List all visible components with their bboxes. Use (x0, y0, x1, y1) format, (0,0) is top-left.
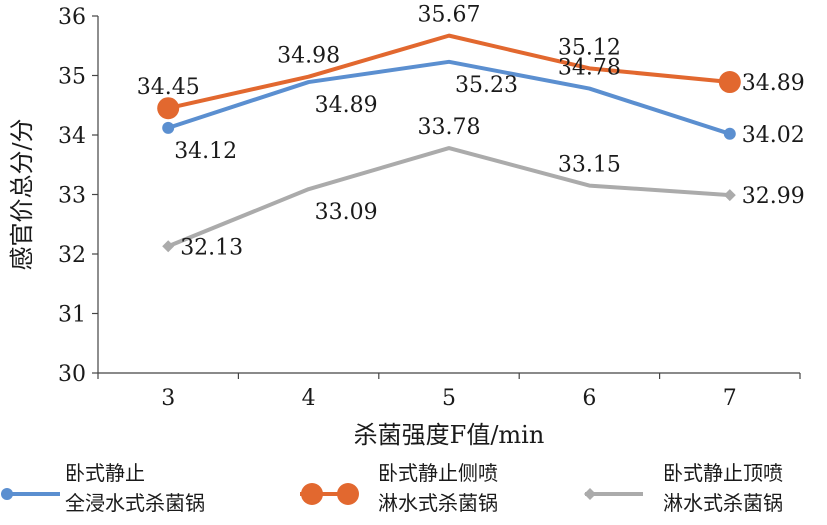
series-line-1 (167, 59, 731, 136)
y-tick-label: 36 (58, 5, 86, 30)
series-1-marker (162, 121, 175, 134)
data-label: 32.99 (742, 184, 805, 209)
series-markers (157, 71, 741, 253)
series-2-marker (718, 71, 741, 94)
data-label: 33.15 (558, 153, 621, 178)
legend-marker-2 (301, 483, 323, 505)
y-tick-label: 31 (58, 303, 86, 328)
data-labels: 34.12 34.89 35.23 34.78 34.02 34.45 34.98 35.67… (137, 3, 805, 261)
series-3-marker (723, 189, 736, 202)
y-tick-labels: 30 31 32 33 34 35 36 (58, 5, 86, 387)
x-tick-label: 4 (302, 386, 316, 411)
x-tick-label: 5 (442, 386, 456, 411)
data-label: 34.12 (174, 139, 237, 164)
series-line-3 (167, 146, 730, 249)
data-label: 34.78 (558, 56, 621, 81)
x-tick-label: 7 (723, 386, 737, 411)
chart-axes (92, 15, 801, 379)
data-label: 34.02 (742, 123, 805, 148)
legend-label: 卧式静止 (65, 461, 145, 485)
y-tick-label: 32 (58, 243, 86, 268)
series-3-marker (162, 240, 175, 253)
x-tick-label: 6 (582, 386, 596, 411)
y-tick-label: 33 (58, 184, 86, 209)
legend-marker-1 (1, 488, 13, 500)
x-tick-label: 3 (161, 386, 175, 411)
y-axis-title: 感官价总分/分 (8, 118, 36, 270)
legend-marker-2 (337, 483, 359, 505)
legend-marker-3 (584, 488, 596, 500)
x-tick-labels: 3 4 5 6 7 (161, 386, 737, 411)
series-lines (167, 33, 731, 249)
series-1-marker (723, 127, 736, 140)
legend-label: 淋水式杀菌锅 (378, 491, 498, 515)
y-tick-label: 35 (58, 65, 86, 90)
legend-label: 淋水式杀菌锅 (663, 491, 783, 515)
data-label: 34.45 (137, 75, 200, 100)
data-label: 33.09 (315, 200, 378, 225)
y-tick-label: 30 (58, 362, 86, 387)
data-label: 34.98 (277, 44, 340, 69)
data-label: 33.78 (418, 115, 481, 140)
legend-label: 全浸水式杀菌锅 (65, 491, 205, 515)
series-2-marker (157, 97, 180, 120)
legend-label: 卧式静止顶喷 (663, 461, 783, 485)
data-label: 35.67 (418, 3, 481, 28)
data-label: 34.89 (742, 71, 805, 96)
data-label: 35.23 (455, 73, 518, 98)
y-tick-label: 34 (58, 124, 86, 149)
x-axis-title: 杀菌强度F值/min (354, 421, 545, 449)
data-label: 32.13 (180, 235, 243, 260)
legend-label: 卧式静止侧喷 (378, 461, 498, 485)
data-label: 35.12 (558, 35, 621, 60)
series-line-2 (167, 33, 730, 111)
data-label: 34.89 (315, 93, 378, 118)
